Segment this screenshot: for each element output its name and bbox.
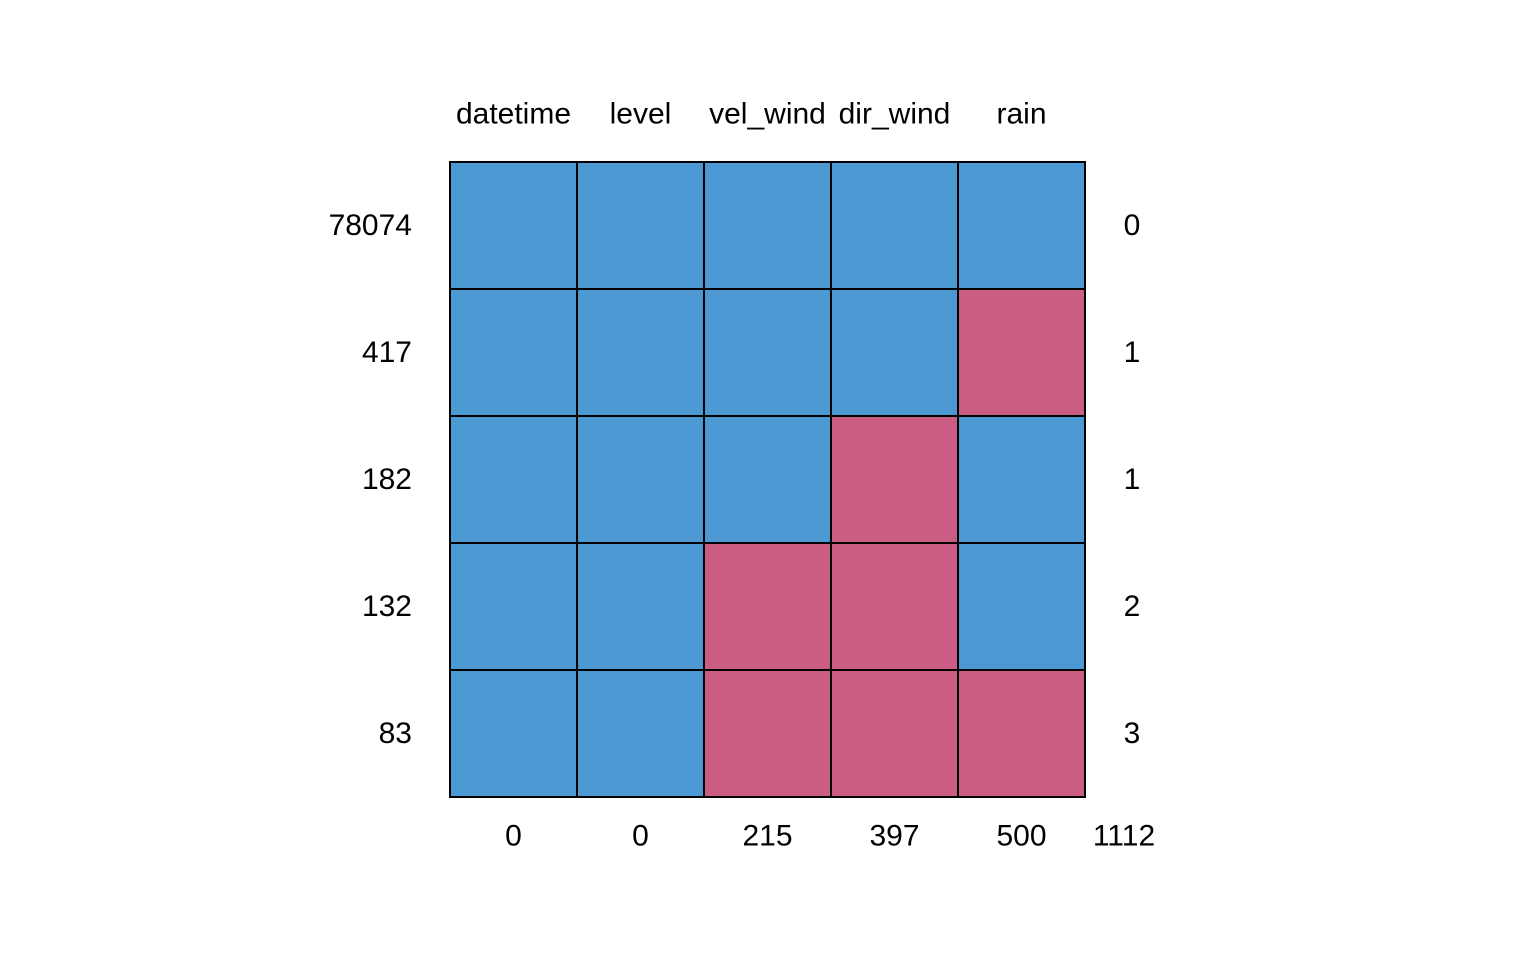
pattern-cell-observed (703, 288, 832, 417)
row-missing-count-label: 0 (1124, 209, 1141, 242)
pattern-cell-observed (449, 669, 578, 798)
row-count-label: 83 (379, 717, 412, 750)
pattern-cell-observed (957, 161, 1086, 290)
column-label: datetime (456, 98, 571, 131)
column-missing-count-label: 215 (742, 820, 792, 853)
column-labels: datetime level vel_wind dir_wind rain (456, 98, 1047, 131)
row-missing-count-label: 2 (1124, 590, 1141, 623)
pattern-cell-observed (703, 415, 832, 544)
pattern-cell-missing (957, 669, 1086, 798)
pattern-cell-observed (449, 161, 578, 290)
column-label: vel_wind (709, 98, 826, 131)
row-missing-count-label: 1 (1124, 463, 1141, 496)
pattern-cell-observed (830, 288, 959, 417)
pattern-cell-observed (576, 288, 705, 417)
column-label: rain (996, 98, 1046, 131)
pattern-cell-observed (703, 161, 832, 290)
pattern-cell-observed (449, 542, 578, 671)
column-missing-count-labels: 0 0 215 397 500 (505, 820, 1046, 853)
pattern-cell-missing (830, 542, 959, 671)
column-missing-count-label: 500 (996, 820, 1046, 853)
pattern-cell-observed (576, 161, 705, 290)
pattern-cell-observed (576, 542, 705, 671)
pattern-cell-observed (576, 415, 705, 544)
pattern-cell-missing (830, 669, 959, 798)
total-missing-label: 1112 (1093, 820, 1155, 853)
row-missing-count-label: 1 (1124, 336, 1141, 369)
row-count-label: 132 (362, 590, 412, 623)
column-label: level (610, 98, 672, 131)
column-missing-count-label: 0 (632, 820, 649, 853)
row-count-label: 78074 (329, 209, 412, 242)
pattern-cell-missing (703, 542, 832, 671)
pattern-cell-missing (957, 288, 1086, 417)
row-missing-count-labels: 0 1 1 2 3 (1124, 209, 1141, 750)
column-missing-count-label: 397 (869, 820, 919, 853)
column-missing-count-label: 0 (505, 820, 522, 853)
pattern-cell-observed (576, 669, 705, 798)
pattern-cell-missing (830, 415, 959, 544)
pattern-cell-missing (703, 669, 832, 798)
pattern-cells (449, 161, 1086, 798)
row-count-label: 417 (362, 336, 412, 369)
row-missing-count-label: 3 (1124, 717, 1141, 750)
pattern-cell-observed (449, 415, 578, 544)
column-label: dir_wind (839, 98, 951, 131)
pattern-cell-observed (957, 542, 1086, 671)
row-count-labels: 78074 417 182 132 83 (329, 209, 412, 750)
pattern-cell-observed (957, 415, 1086, 544)
pattern-cell-observed (449, 288, 578, 417)
pattern-cell-observed (830, 161, 959, 290)
row-count-label: 182 (362, 463, 412, 496)
